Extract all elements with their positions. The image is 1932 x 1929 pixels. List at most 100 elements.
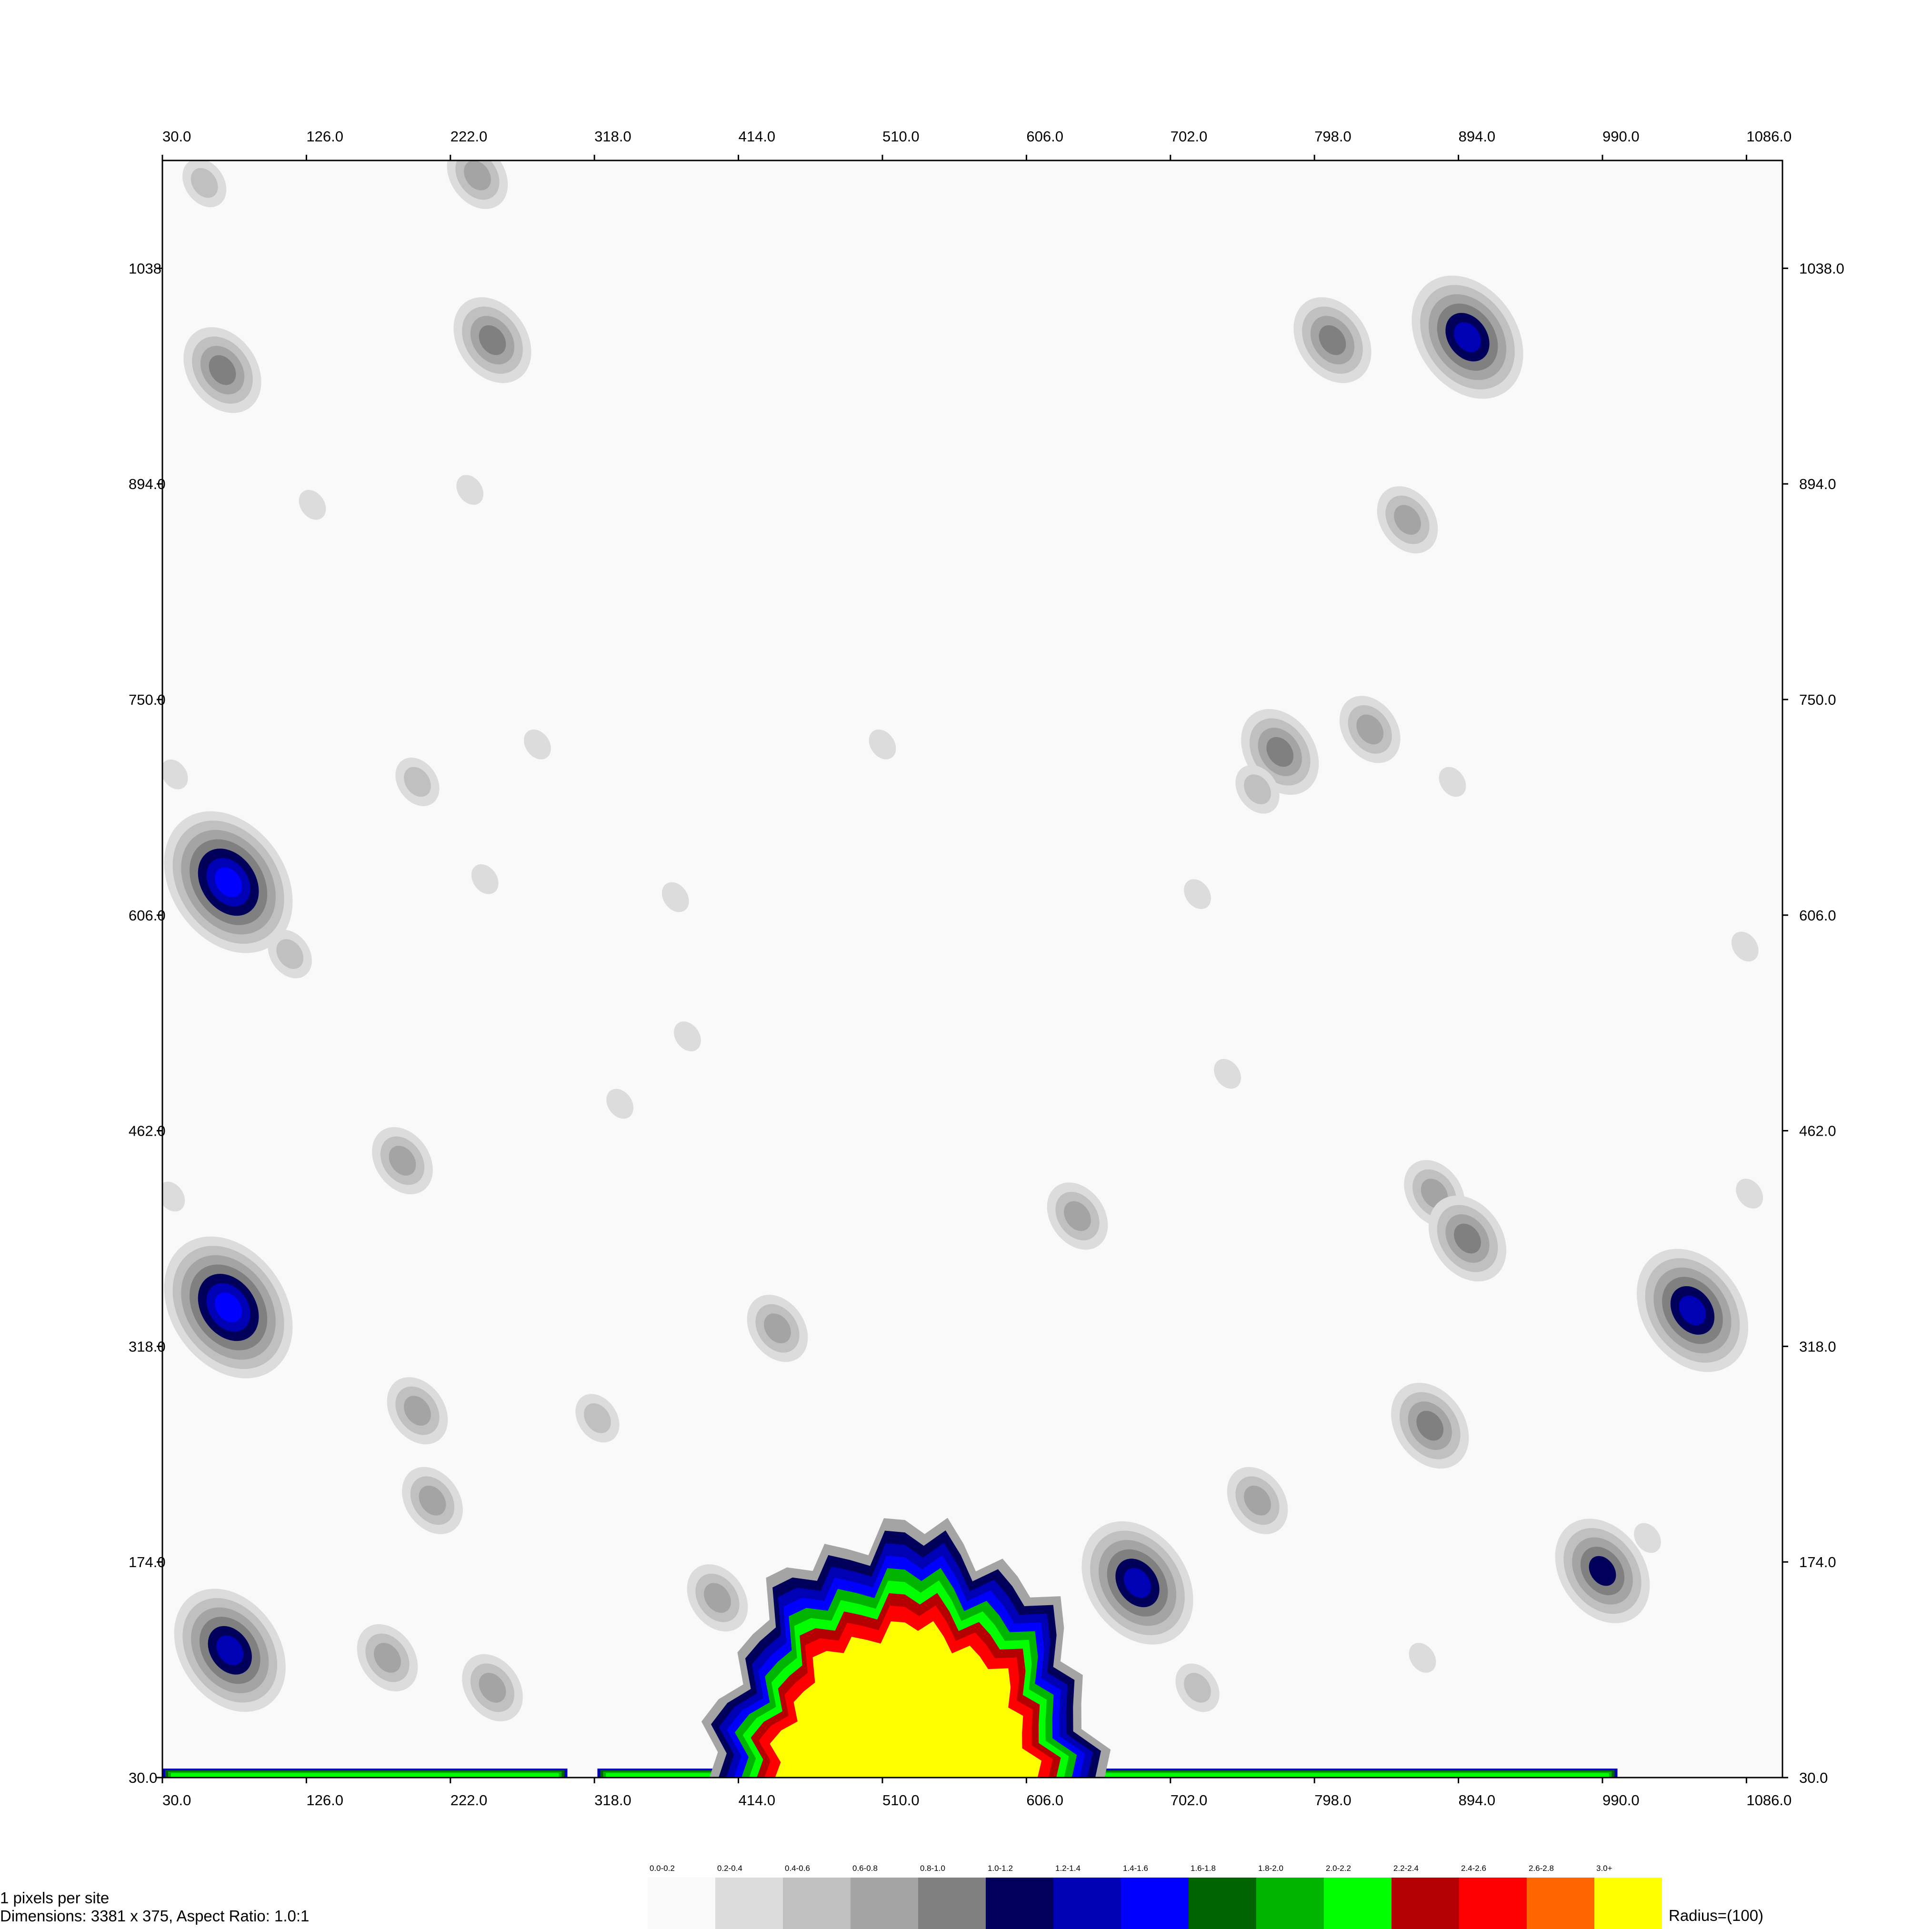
y-tick-label-left: 174.0 (129, 1554, 166, 1570)
heat-cell (162, 759, 188, 790)
y-tick-label-right: 1038.0 (1799, 260, 1844, 277)
legend-range-label: 1.8-2.0 (1258, 1864, 1283, 1873)
x-tick-label-top: 222.0 (450, 128, 488, 145)
heat-band (674, 1021, 701, 1051)
heat-cell (1214, 1059, 1241, 1089)
heat-cell (1411, 275, 1523, 399)
heat-band (276, 939, 304, 969)
legend-swatch (648, 1878, 715, 1929)
x-tick-label-top: 606.0 (1026, 128, 1063, 145)
heat-band (1184, 1672, 1211, 1703)
legend-range-label: 0.4-0.6 (785, 1864, 810, 1873)
heat-band (1064, 1201, 1091, 1231)
heat-band (764, 1313, 791, 1344)
heat-band (404, 1396, 431, 1426)
heat-band (869, 729, 896, 760)
x-tick-label-top: 798.0 (1314, 128, 1351, 145)
x-tick-label-top: 1086.0 (1746, 128, 1792, 145)
heat-band (299, 490, 326, 520)
heat-band (190, 168, 218, 198)
heat-cell (1439, 767, 1466, 797)
x-tick-label-bottom: 30.0 (162, 1792, 191, 1809)
x-tick-label-bottom: 510.0 (882, 1792, 920, 1809)
heat-cell (1339, 696, 1401, 763)
heat-band (374, 1643, 401, 1673)
x-tick-label-bottom: 798.0 (1314, 1792, 1351, 1809)
legend-range-label: 3.0+ (1596, 1864, 1612, 1873)
heat-cell (1731, 931, 1759, 962)
heat-band (1214, 1059, 1241, 1089)
core-region (701, 1518, 1111, 1778)
x-tick-label-bottom: 126.0 (306, 1792, 343, 1809)
y-tick-label-right: 30.0 (1799, 1769, 1828, 1786)
y-tick-label-right: 462.0 (1799, 1123, 1836, 1139)
heat-band (584, 1403, 611, 1433)
heat-band (1439, 767, 1466, 797)
legend-range-label: 2.2-2.4 (1393, 1864, 1419, 1873)
heat-band (464, 160, 491, 190)
heat-cell (453, 297, 531, 383)
legend-swatch (986, 1878, 1053, 1929)
x-tick-label-top: 510.0 (882, 128, 920, 145)
heat-cell (357, 1624, 418, 1691)
x-tick-label-top: 990.0 (1602, 128, 1640, 145)
legend-swatch (1324, 1878, 1391, 1929)
heat-band (1409, 1643, 1436, 1673)
x-tick-label-bottom: 1086.0 (1746, 1792, 1792, 1809)
heat-cell (1047, 1182, 1108, 1250)
legend-range-label: 2.0-2.2 (1326, 1864, 1351, 1873)
heat-cell (174, 1589, 286, 1712)
heat-cell (575, 1394, 620, 1443)
heat-band (404, 767, 431, 797)
heat-cell (1636, 1249, 1749, 1372)
plot-background (162, 160, 1782, 1778)
heat-band (162, 759, 188, 790)
legend-swatch (1594, 1878, 1662, 1929)
heat-band (1356, 714, 1384, 745)
x-tick-label-top: 30.0 (162, 128, 191, 145)
legend-range-label: 1.2-1.4 (1055, 1864, 1081, 1873)
heat-band (606, 1089, 634, 1119)
dimensions-label: Dimensions: 3381 x 375, Aspect Ratio: 1.… (0, 1907, 310, 1925)
heat-band (661, 882, 689, 912)
y-tick-label-right: 750.0 (1799, 691, 1836, 708)
legend-swatch (1459, 1878, 1527, 1929)
heat-cell (524, 729, 551, 760)
legend-swatch (918, 1878, 986, 1929)
bottom-band-strip (606, 1773, 769, 1778)
heat-band (1416, 1410, 1444, 1441)
heat-band (471, 864, 499, 894)
heat-band (419, 1485, 446, 1516)
legend-range-label: 0.0-0.2 (650, 1864, 675, 1873)
heat-cell (1227, 1467, 1288, 1534)
legend-swatch (1527, 1878, 1594, 1929)
bottom-band-strip (1056, 1773, 1609, 1778)
heat-band (1266, 737, 1294, 767)
heat-band (215, 867, 242, 897)
heat-band (524, 729, 551, 760)
heat-band (1736, 1179, 1763, 1209)
radius-label: Radius=(100) (1669, 1907, 1764, 1924)
heat-cell (456, 475, 484, 505)
heat-cell (1409, 1643, 1436, 1673)
legend-range-label: 0.6-0.8 (852, 1864, 878, 1873)
heat-band (1634, 1523, 1661, 1553)
bottom-band-strip (171, 1773, 559, 1778)
x-tick-label-bottom: 894.0 (1459, 1792, 1496, 1809)
legend-range-label: 2.6-2.8 (1529, 1864, 1554, 1873)
legend-range-label: 1.4-1.6 (1123, 1864, 1148, 1873)
heat-cell (1235, 765, 1280, 814)
heat-band (1124, 1568, 1151, 1598)
bottom-band (162, 1769, 1618, 1778)
heat-cell (164, 1236, 293, 1379)
heat-cell (1293, 297, 1371, 383)
legend-range-label: 0.8-1.0 (920, 1864, 945, 1873)
heat-cell (1184, 879, 1211, 910)
x-tick-label-bottom: 318.0 (594, 1792, 631, 1809)
heat-cell (1377, 486, 1438, 554)
heat-cell (164, 811, 293, 953)
heat-band (704, 1583, 731, 1613)
heat-cell (462, 1654, 523, 1721)
heat-band (216, 1635, 244, 1666)
